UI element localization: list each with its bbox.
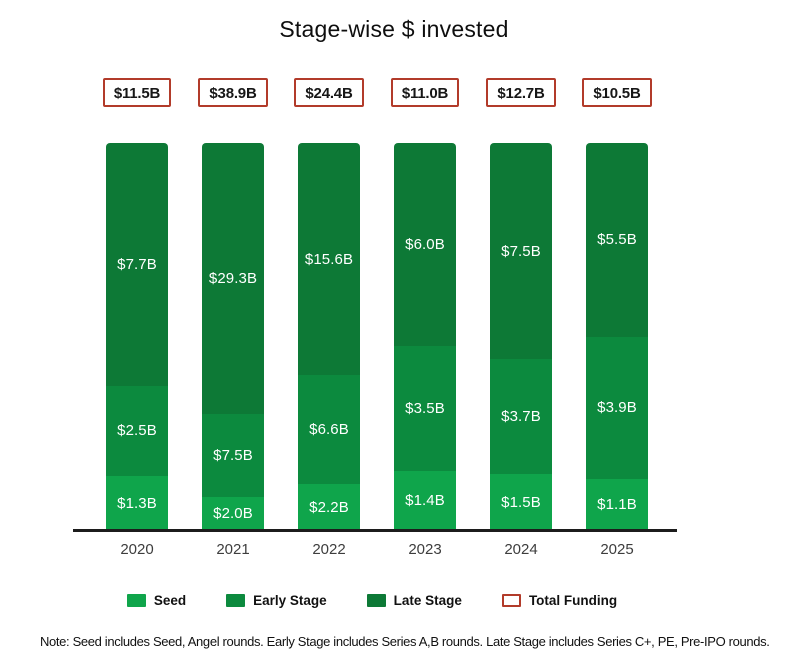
totals-cell-2021: $38.9B — [185, 78, 281, 107]
bar-cell-2025: $5.5B $3.9B $1.1B — [569, 143, 665, 531]
bar-segment-seed-2021: $2.0B — [202, 496, 264, 531]
legend-item-early-stage: Early Stage — [226, 593, 327, 608]
legend-label: Early Stage — [253, 593, 327, 608]
bar-segment-late-stage-2022: $15.6B — [298, 143, 360, 376]
bar-segment-early-stage-2020: $2.5B — [106, 385, 168, 476]
totals-cell-2025: $10.5B — [569, 78, 665, 107]
total-funding-box-2021: $38.9B — [198, 78, 268, 107]
bar-cell-2022: $15.6B $6.6B $2.2B — [281, 143, 377, 531]
bar-2020: $7.7B $2.5B $1.3B — [106, 143, 168, 531]
bar-cell-2023: $6.0B $3.5B $1.4B — [377, 143, 473, 531]
bar-segment-seed-2025: $1.1B — [586, 478, 648, 531]
segment-value-label: $1.1B — [597, 496, 637, 514]
bar-2024: $7.5B $3.7B $1.5B — [490, 143, 552, 531]
late-stage-swatch-icon — [366, 594, 386, 607]
bar-2025: $5.5B $3.9B $1.1B — [586, 143, 648, 531]
x-axis-label-2024: 2024 — [504, 541, 538, 558]
x-axis-label-2025: 2025 — [600, 541, 634, 558]
segment-value-label: $6.6B — [309, 421, 349, 439]
bar-cell-2020: $7.7B $2.5B $1.3B — [89, 143, 185, 531]
totals-cell-2022: $24.4B — [281, 78, 377, 107]
segment-value-label: $3.9B — [597, 399, 637, 417]
bar-segment-seed-2023: $1.4B — [394, 470, 456, 531]
total-funding-box-2022: $24.4B — [294, 78, 364, 107]
chart-title: Stage-wise $ invested — [279, 16, 509, 42]
early-stage-swatch-icon — [226, 594, 246, 607]
segment-value-label: $7.7B — [117, 255, 157, 273]
legend-item-late-stage: Late Stage — [366, 593, 462, 608]
bar-segment-late-stage-2023: $6.0B — [394, 143, 456, 346]
x-axis-label-2020: 2020 — [120, 541, 154, 558]
legend-label: Seed — [153, 593, 187, 608]
total-funding-swatch-icon — [501, 594, 521, 607]
segment-value-label: $6.0B — [405, 235, 445, 253]
x-axis-label-2023: 2023 — [408, 541, 442, 558]
bar-segment-early-stage-2025: $3.9B — [586, 336, 648, 479]
segment-value-label: $7.5B — [501, 242, 541, 260]
bar-2023: $6.0B $3.5B $1.4B — [394, 143, 456, 531]
segment-value-label: $1.3B — [117, 494, 157, 512]
bar-segment-late-stage-2020: $7.7B — [106, 143, 168, 386]
segment-value-label: $2.5B — [117, 422, 157, 440]
legend-item-seed: Seed — [126, 593, 187, 608]
bar-cell-2024: $7.5B $3.7B $1.5B — [473, 143, 569, 531]
segment-value-label: $2.2B — [309, 498, 349, 516]
legend-label: Total Funding — [528, 593, 618, 608]
legend: Seed Early Stage Late Stage Total Funding — [0, 593, 788, 608]
total-funding-box-2025: $10.5B — [582, 78, 652, 107]
bar-2022: $15.6B $6.6B $2.2B — [298, 143, 360, 531]
bar-segment-seed-2024: $1.5B — [490, 474, 552, 531]
bar-segment-late-stage-2021: $29.3B — [202, 143, 264, 415]
totals-cell-2024: $12.7B — [473, 78, 569, 107]
bar-segment-early-stage-2021: $7.5B — [202, 414, 264, 497]
bar-segment-early-stage-2024: $3.7B — [490, 359, 552, 475]
segment-value-label: $29.3B — [208, 270, 258, 288]
bar-segment-seed-2022: $2.2B — [298, 483, 360, 531]
segment-value-label: $2.0B — [213, 505, 253, 523]
bar-2021: $29.3B $7.5B $2.0B — [202, 143, 264, 531]
totals-cell-2020: $11.5B — [89, 78, 185, 107]
bar-segment-seed-2020: $1.3B — [106, 475, 168, 531]
bar-segment-late-stage-2024: $7.5B — [490, 143, 552, 360]
x-axis-line — [73, 529, 677, 532]
total-funding-box-2020: $11.5B — [102, 78, 172, 107]
stacked-bars: $7.7B $2.5B $1.3B $29.3B $7.5B $2.0B $15.6B $6.… — [89, 143, 665, 531]
legend-label: Late Stage — [393, 593, 462, 608]
x-axis-label-2021: 2021 — [216, 541, 250, 558]
footnote: Note: Seed includes Seed, Angel rounds. … — [40, 634, 770, 649]
totals-cell-2023: $11.0B — [377, 78, 473, 107]
segment-value-label: $3.7B — [501, 408, 541, 426]
legend-item-total-funding: Total Funding — [501, 593, 618, 608]
x-axis-labels: 2020 2021 2022 2023 2024 2025 — [89, 541, 665, 558]
bar-segment-early-stage-2023: $3.5B — [394, 345, 456, 471]
segment-value-label: $7.5B — [213, 447, 253, 465]
bar-segment-late-stage-2025: $5.5B — [586, 143, 648, 337]
segment-value-label: $1.4B — [405, 492, 445, 510]
segment-value-label: $1.5B — [501, 494, 541, 512]
seed-swatch-icon — [126, 594, 146, 607]
segment-value-label: $5.5B — [597, 231, 637, 249]
segment-value-label: $3.5B — [405, 399, 445, 417]
total-funding-row: $11.5B $38.9B $24.4B $11.0B $12.7B $10.5B — [89, 78, 665, 107]
total-funding-box-2023: $11.0B — [390, 78, 460, 107]
total-funding-box-2024: $12.7B — [486, 78, 556, 107]
bar-segment-early-stage-2022: $6.6B — [298, 375, 360, 484]
segment-value-label: $15.6B — [304, 250, 354, 268]
x-axis-label-2022: 2022 — [312, 541, 346, 558]
bar-cell-2021: $29.3B $7.5B $2.0B — [185, 143, 281, 531]
